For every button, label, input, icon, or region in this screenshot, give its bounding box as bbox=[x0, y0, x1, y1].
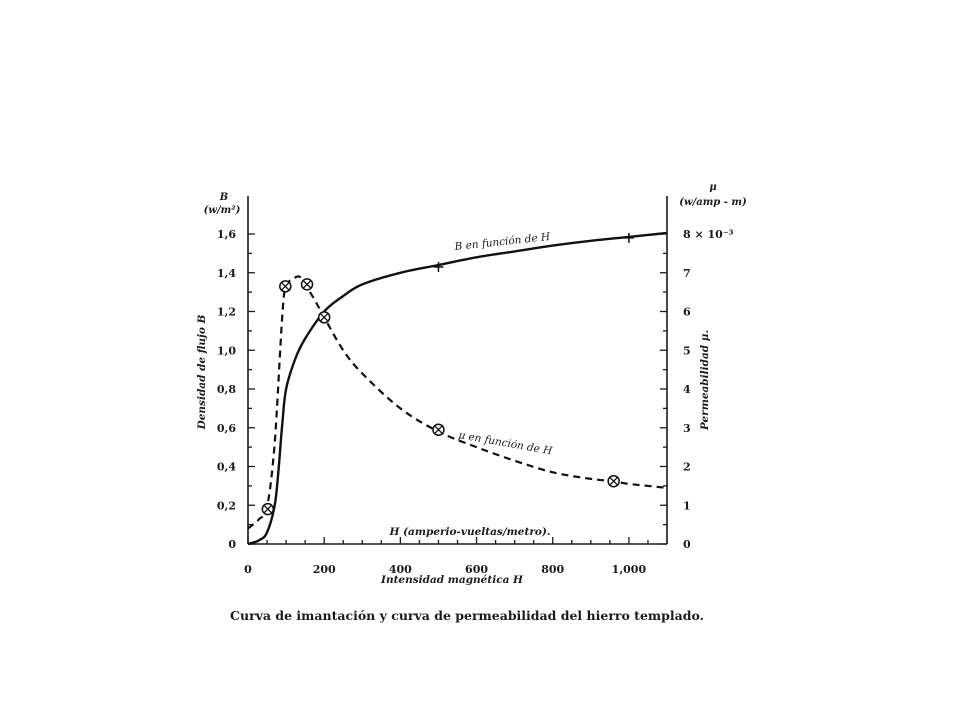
left-y-tick-label: 0,2 bbox=[217, 499, 236, 512]
series-mu-marker bbox=[279, 280, 292, 293]
left-y-tick-label: 1,6 bbox=[217, 228, 236, 241]
series-mu-label: μ en función de H bbox=[457, 429, 553, 457]
x-tick-label: 200 bbox=[313, 563, 336, 576]
x-tick-labels: 0 200 400 600 800 1,000 bbox=[244, 563, 646, 576]
x-ticks bbox=[247, 537, 668, 544]
series-mu-marker bbox=[300, 278, 314, 291]
left-y-tick-label: 0 bbox=[228, 538, 236, 551]
right-axis-symbol: μ bbox=[709, 182, 716, 193]
right-y-tick-label: 7 bbox=[683, 267, 691, 280]
series-mu-marker bbox=[607, 474, 620, 488]
x-axis-label: Intensidad magnética H bbox=[380, 574, 524, 586]
series-mu-marker bbox=[317, 311, 331, 324]
left-axis-units: (w/m²) bbox=[204, 205, 241, 216]
left-y-tick-label: 0,8 bbox=[217, 383, 236, 396]
left-axis-symbol: B bbox=[219, 192, 228, 203]
right-y-tick-label: 3 bbox=[683, 422, 691, 435]
x-tick-label: 400 bbox=[389, 563, 412, 576]
right-y-tick-label: 0 bbox=[683, 538, 691, 551]
left-axis-label: Densidad de flujo B bbox=[196, 315, 208, 431]
right-y-tick-label: 1 bbox=[683, 499, 691, 512]
left-y-tick-label: 0,4 bbox=[217, 461, 236, 474]
x-tick-label: 600 bbox=[465, 563, 488, 576]
x-tick-label: 1,000 bbox=[612, 563, 647, 576]
left-y-tick-label: 1,4 bbox=[217, 267, 236, 280]
left-y-tick-label: 1,2 bbox=[217, 306, 236, 319]
series-mu-marker bbox=[432, 423, 445, 436]
right-y-tick-label: 4 bbox=[683, 383, 691, 396]
left-y-tick-label: 0,6 bbox=[217, 422, 236, 435]
series-b-label: B en función de H bbox=[453, 231, 551, 253]
series-mu-marker bbox=[261, 502, 275, 516]
series-b-marker bbox=[623, 232, 634, 243]
left-y-tick-labels: 0 0,2 0,4 0,6 0,8 1,0 1,2 1,4 1,6 bbox=[217, 228, 236, 551]
right-axis-label: Permeabilidad μ. bbox=[699, 330, 711, 431]
x-tick-label: 0 bbox=[244, 563, 252, 576]
right-axis-units: (w/amp - m) bbox=[679, 197, 747, 208]
right-y-tick-label: 8 × 10⁻³ bbox=[683, 228, 734, 241]
right-y-tick-label: 5 bbox=[683, 344, 691, 357]
right-y-tick-label: 2 bbox=[683, 461, 691, 474]
right-y-tick-label: 6 bbox=[683, 306, 691, 319]
series-b-line bbox=[247, 231, 668, 546]
right-y-ticks bbox=[660, 233, 667, 545]
x-axis-units-label: H (amperio-vueltas/metro). bbox=[389, 526, 551, 538]
right-y-tick-labels: 0 1 2 3 4 5 6 7 8 × 10⁻³ bbox=[683, 228, 734, 551]
left-y-ticks bbox=[248, 233, 255, 545]
series-b-marker bbox=[433, 261, 444, 272]
x-tick-label: 800 bbox=[541, 563, 564, 576]
left-y-tick-label: 1,0 bbox=[217, 344, 236, 357]
figure-caption: Curva de imantación y curva de permeabil… bbox=[230, 608, 704, 623]
series-mu-line bbox=[247, 275, 668, 530]
series-markers bbox=[261, 232, 634, 516]
